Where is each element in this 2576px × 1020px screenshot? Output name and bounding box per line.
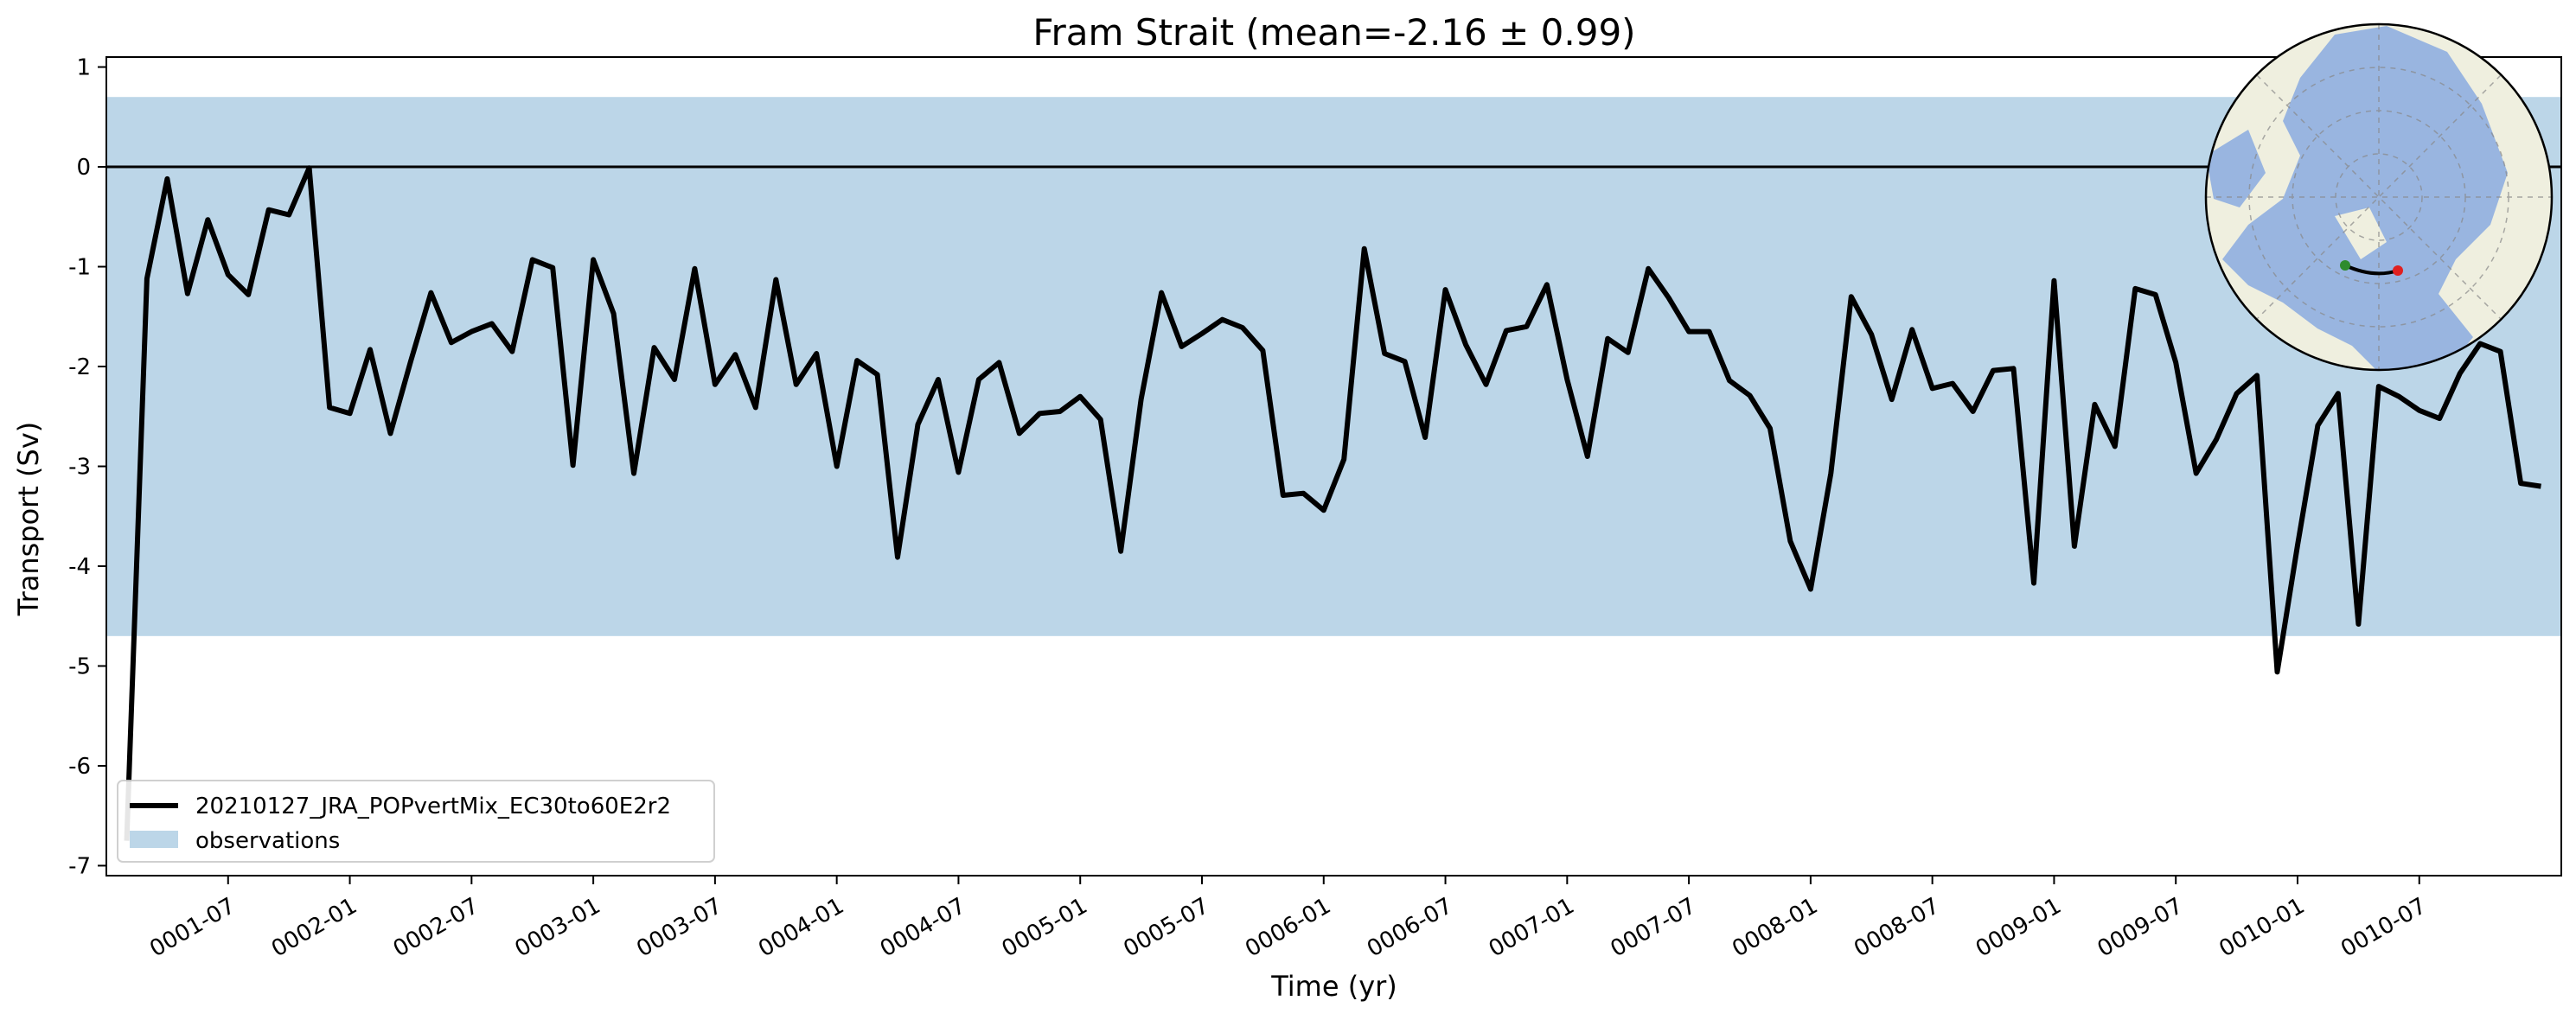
x-tick-label: 0001-07: [145, 893, 240, 962]
arctic-polar-map-icon: [2204, 22, 2554, 372]
y-tick-label: 1: [76, 55, 91, 81]
x-axis-ticks: 0001-07 0002-01 0002-07 0003-01 0003-07 0004-…: [145, 876, 2431, 962]
x-tick-label: 0003-07: [632, 893, 726, 962]
y-tick-label: 0: [76, 155, 91, 181]
legend-observations-label: observations: [195, 828, 340, 854]
observations-band: [106, 97, 2561, 636]
y-tick-label: -7: [68, 853, 91, 879]
y-tick-label: -3: [68, 455, 91, 481]
x-tick-label: 0004-01: [754, 893, 848, 962]
x-tick-label: 0007-07: [1607, 893, 1701, 962]
y-tick-label: -4: [68, 554, 91, 580]
x-tick-label: 0006-01: [1241, 893, 1335, 962]
x-tick-label: 0008-07: [1850, 893, 1944, 962]
series-line: [124, 165, 2541, 841]
x-tick-label: 0009-07: [2093, 893, 2188, 962]
x-tick-label: 0008-01: [1728, 893, 1822, 962]
x-tick-label: 0007-01: [1485, 893, 1579, 962]
x-tick-label: 0002-07: [389, 893, 483, 962]
y-axis-label: Transport (Sv): [12, 422, 45, 617]
y-tick-label: -6: [68, 754, 91, 780]
x-tick-label: 0005-01: [998, 893, 1092, 962]
y-tick-label: -2: [68, 354, 91, 380]
legend-box: [117, 780, 715, 863]
y-axis-ticks: 1 0 -1 -2 -3 -4 -5 -6 -7: [68, 55, 106, 879]
x-tick-label: 0006-07: [1363, 893, 1457, 962]
plot-frame: [105, 56, 2562, 877]
x-tick-label: 0010-07: [2336, 893, 2431, 962]
x-tick-label: 0004-07: [876, 893, 970, 962]
y-tick-label: -1: [68, 255, 91, 281]
x-tick-label: 0009-01: [1972, 893, 2066, 962]
x-tick-label: 0005-07: [1119, 893, 1213, 962]
x-tick-label: 0003-01: [511, 893, 605, 962]
x-tick-label: 0002-01: [267, 893, 361, 962]
chart-title: Fram Strait (mean=-2.16 ± 0.99): [1032, 11, 1635, 54]
y-tick-label: -5: [68, 653, 91, 679]
legend: 20210127_JRA_POPvertMix_EC30to60E2r2 obs…: [117, 780, 715, 863]
x-tick-label: 0010-01: [2215, 893, 2309, 962]
legend-band-swatch: [130, 831, 178, 848]
x-axis-label: Time (yr): [1270, 970, 1397, 1003]
legend-series-label: 20210127_JRA_POPvertMix_EC30to60E2r2: [195, 794, 671, 819]
